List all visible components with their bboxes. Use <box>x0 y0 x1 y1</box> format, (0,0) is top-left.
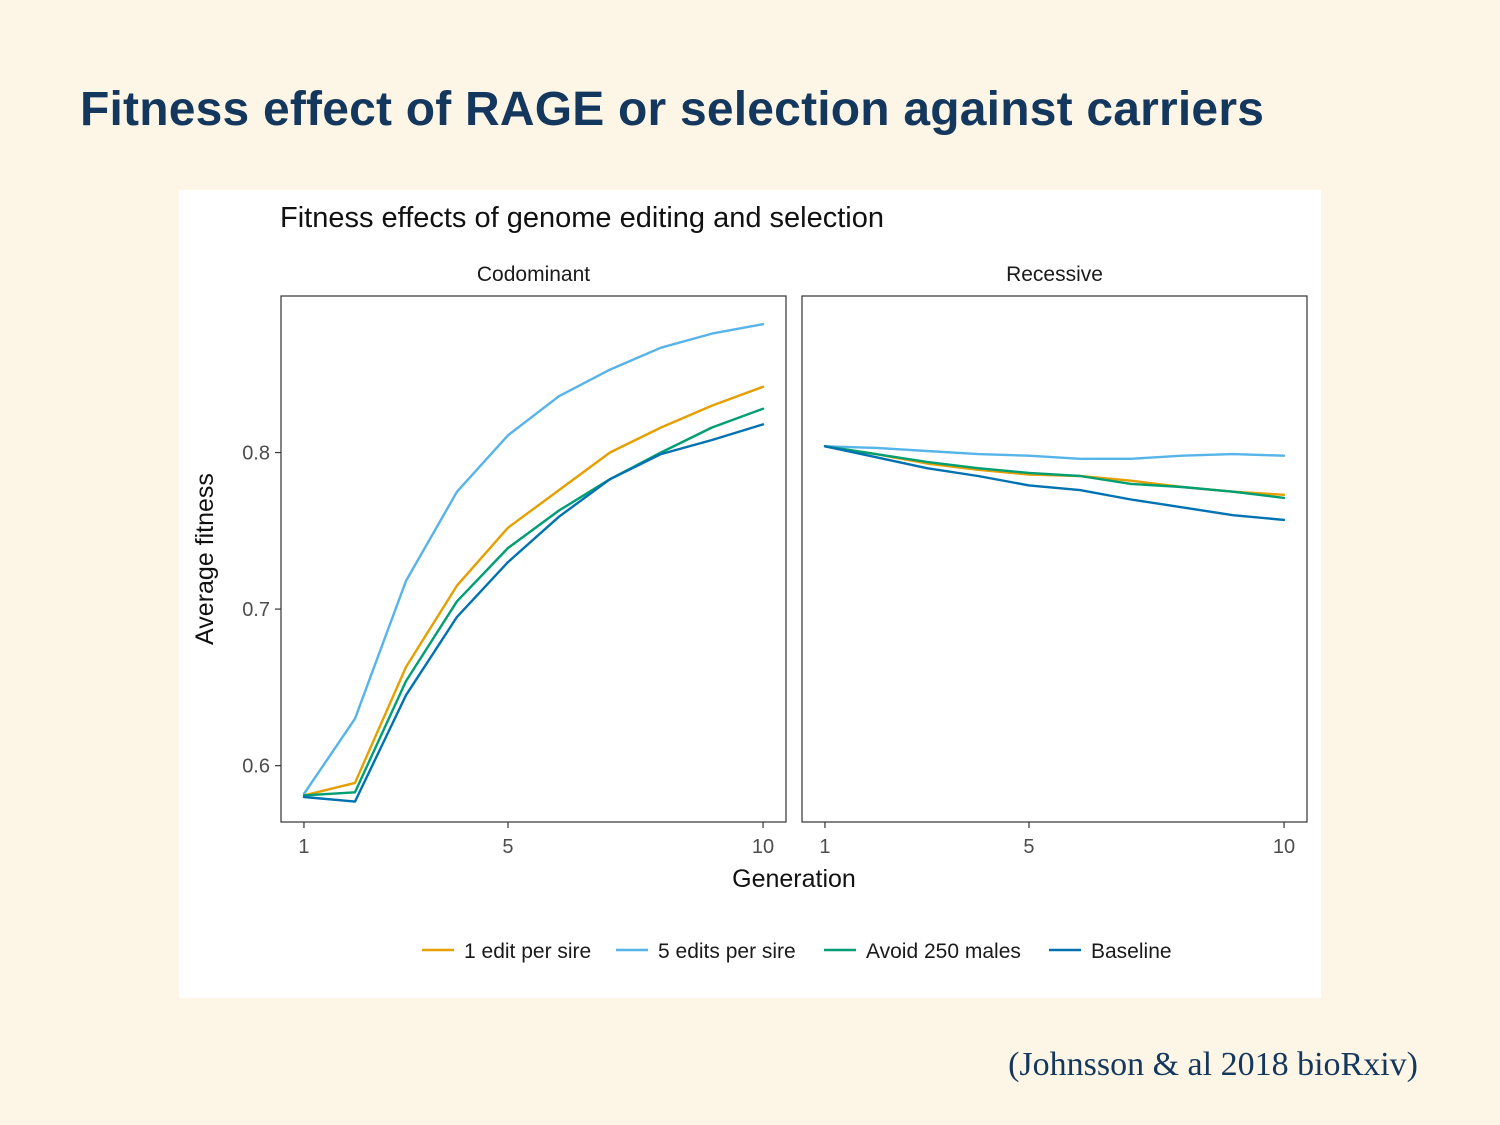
series-line-recessive-avoid-250-males <box>823 445 1286 500</box>
series-line-codominant-5-edits-per-sire <box>302 322 765 795</box>
x-axis-label: Generation <box>732 865 856 893</box>
facet-label-recessive: Recessive <box>1006 263 1103 286</box>
line-chart: Fitness effects of genome editing and se… <box>191 202 1308 963</box>
facet-label-codominant: Codominant <box>477 263 590 286</box>
series-line-codominant-avoid-250-males <box>302 407 765 797</box>
x-tick-label: 1 <box>819 836 830 858</box>
legend-label-1-edit-per-sire: 1 edit per sire <box>464 940 591 963</box>
x-tick-label: 10 <box>1273 836 1295 858</box>
chart-figure: Fitness effects of genome editing and se… <box>179 190 1321 998</box>
legend-label-5-edits-per-sire: 5 edits per sire <box>658 940 796 963</box>
citation: (Johnsson & al 2018 bioRxiv) <box>1008 1046 1418 1083</box>
x-tick-label: 1 <box>298 836 309 858</box>
y-tick-label: 0.6 <box>242 756 270 778</box>
slide-title: Fitness effect of RAGE or selection agai… <box>80 83 1265 136</box>
legend-label-baseline: Baseline <box>1091 940 1172 963</box>
series-line-codominant-baseline <box>302 423 765 803</box>
panel-border <box>280 295 787 823</box>
series-line-recessive-baseline <box>823 445 1286 522</box>
y-axis-label: Average fitness <box>191 473 219 645</box>
x-tick-label: 5 <box>502 836 513 858</box>
legend-label-avoid-250-males: Avoid 250 males <box>866 940 1021 963</box>
x-tick-label: 10 <box>752 836 774 858</box>
series-line-recessive-5-edits-per-sire <box>823 445 1286 460</box>
panel-border <box>801 295 1308 823</box>
y-tick-label: 0.7 <box>242 599 270 621</box>
chart-title: Fitness effects of genome editing and se… <box>280 202 884 234</box>
y-tick-label: 0.8 <box>242 443 270 465</box>
x-tick-label: 5 <box>1023 836 1034 858</box>
series-line-codominant-1-edit-per-sire <box>302 385 765 797</box>
